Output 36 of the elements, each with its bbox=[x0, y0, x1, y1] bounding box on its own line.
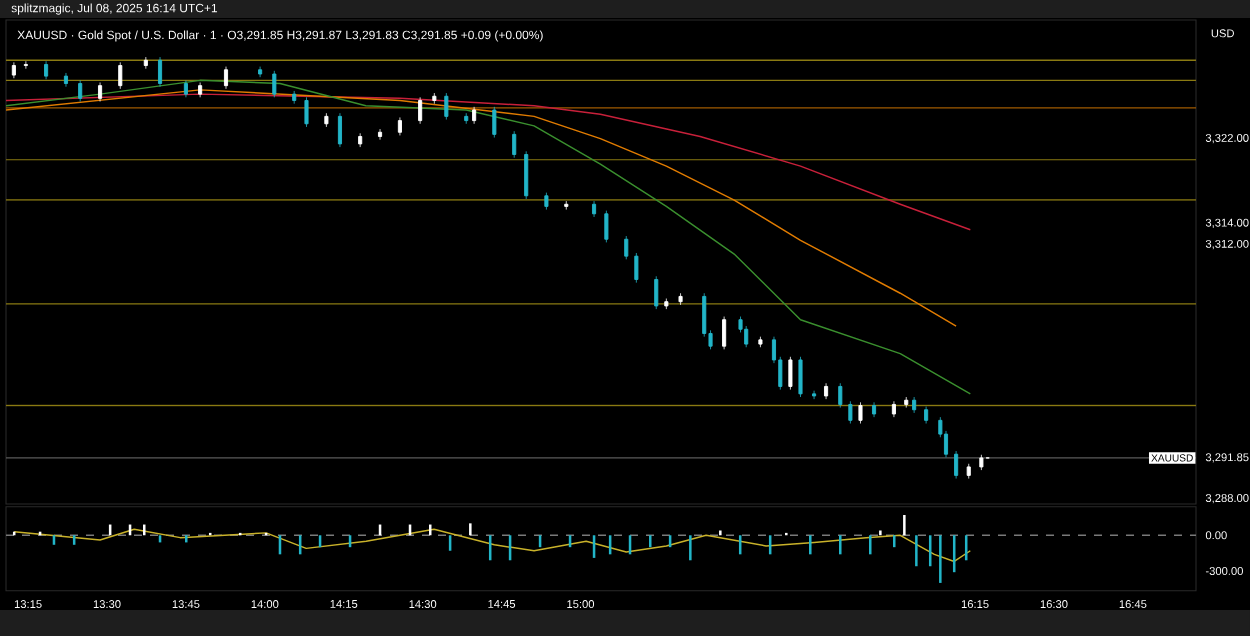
candlestick bbox=[304, 96, 309, 128]
line-series bbox=[6, 79, 972, 395]
candlestick bbox=[654, 275, 659, 310]
candlestick bbox=[492, 106, 497, 138]
candlestick bbox=[722, 316, 727, 350]
line-series bbox=[6, 89, 957, 327]
candlestick bbox=[624, 235, 629, 260]
candlestick bbox=[157, 56, 163, 88]
candlestick bbox=[98, 82, 103, 102]
line-series bbox=[13, 528, 972, 563]
candlestick bbox=[418, 96, 423, 125]
candlestick bbox=[78, 79, 83, 102]
candlestick bbox=[44, 60, 49, 80]
candlestick bbox=[798, 356, 803, 398]
candlestick bbox=[118, 61, 123, 90]
candlestick bbox=[858, 401, 863, 424]
candlestick bbox=[337, 112, 343, 148]
candlestick bbox=[524, 150, 529, 200]
candlestick bbox=[444, 92, 449, 120]
candlestick bbox=[272, 70, 277, 98]
line-series bbox=[6, 93, 972, 231]
candlestick bbox=[838, 382, 843, 409]
candlestick bbox=[634, 252, 639, 284]
candlestick bbox=[223, 66, 229, 90]
candlestick bbox=[744, 325, 749, 348]
candlestick bbox=[258, 66, 263, 78]
candlestick bbox=[788, 356, 793, 391]
candlestick bbox=[604, 210, 609, 243]
candlestick bbox=[912, 396, 917, 414]
candlestick bbox=[954, 450, 959, 479]
candlestick bbox=[63, 72, 69, 88]
candlestick bbox=[848, 400, 853, 424]
candlestick bbox=[592, 200, 597, 218]
candlestick bbox=[512, 130, 517, 159]
candlestick bbox=[378, 128, 383, 141]
candlestick bbox=[397, 117, 402, 136]
